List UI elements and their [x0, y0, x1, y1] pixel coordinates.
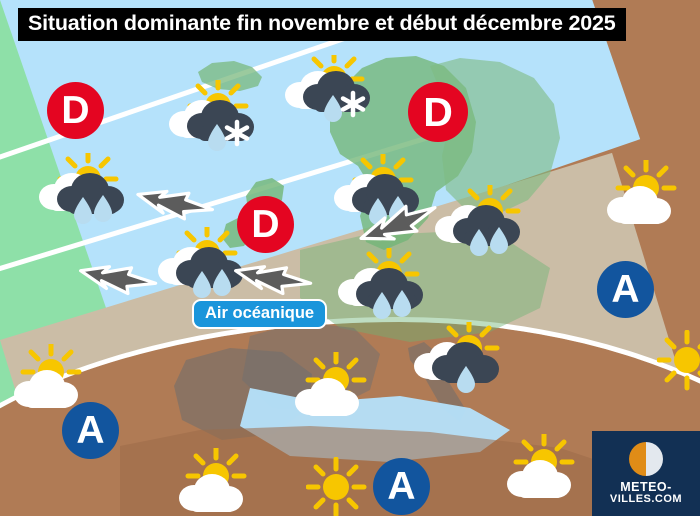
rain-sun-icon	[39, 153, 124, 224]
sunny-icon	[306, 457, 368, 516]
low-pressure-label: D	[423, 88, 453, 135]
wind-arrow-northeast	[359, 204, 437, 241]
wind-arrow-west	[234, 265, 313, 296]
high-pressure-marker: A	[597, 261, 654, 318]
rain-snow-sun-icon	[285, 55, 370, 122]
rain-snow-sun-icon	[169, 80, 254, 151]
high-pressure-marker: A	[373, 458, 430, 515]
zone-divider-africa	[0, 317, 700, 516]
wind-arrow-west	[136, 189, 215, 221]
sunny-icon	[657, 330, 700, 392]
air-mass-label: Air océanique	[192, 299, 328, 329]
meteo-villes-logo[interactable]: METEO- VILLES.COM	[592, 431, 700, 516]
partly-cloudy-sun-icon	[14, 344, 93, 408]
high-pressure-marker: A	[62, 402, 119, 459]
low-pressure-marker: D	[47, 82, 104, 139]
rain-sun-icon	[435, 185, 524, 256]
partly-cloudy-sun-icon	[295, 352, 374, 416]
partly-cloudy-sun-icon	[179, 448, 258, 512]
sun-moon-icon	[629, 441, 663, 476]
high-pressure-label: A	[611, 268, 640, 311]
air-mass-label-text: Air océanique	[205, 304, 315, 322]
partly-cloudy-sun-icon	[507, 434, 586, 498]
wind-arrow-west	[79, 265, 158, 296]
low-pressure-marker: D	[408, 82, 468, 142]
rain-sun-icon	[414, 322, 503, 393]
rain-sun-icon	[338, 248, 423, 319]
high-pressure-label: A	[76, 409, 105, 452]
partly-cloudy-sun-icon	[607, 160, 686, 224]
logo-line-2: VILLES.COM	[609, 492, 683, 505]
page-title: Situation dominante fin novembre et débu…	[18, 8, 626, 41]
sun-half	[629, 441, 646, 476]
high-pressure-label: A	[387, 465, 416, 508]
moon-half	[646, 441, 663, 476]
low-pressure-label: D	[61, 89, 90, 132]
low-pressure-label: D	[251, 203, 280, 246]
low-pressure-marker: D	[237, 196, 294, 253]
logo-line-1: METEO-	[620, 479, 672, 494]
page-title-text: Situation dominante fin novembre et débu…	[28, 11, 616, 35]
